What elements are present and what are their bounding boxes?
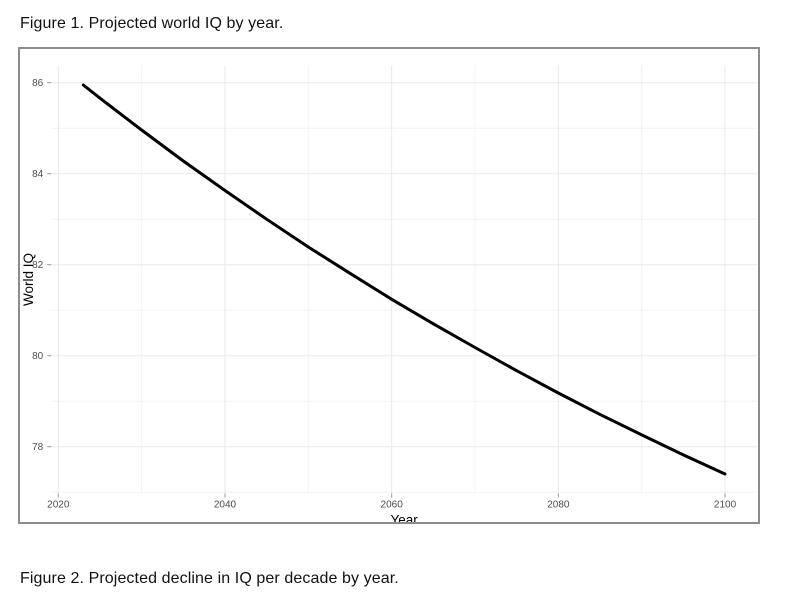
world-iq-line-chart: 78 80 82 84 86 2020 2040 2060 2080 2100 Year World … xyxy=(21,65,758,522)
y-axis-tick-label: 86 xyxy=(32,78,44,89)
iq-trend-line xyxy=(81,83,727,476)
x-axis-tick-label: 2100 xyxy=(714,500,737,511)
figure1-chart-frame: 78 80 82 84 86 2020 2040 2060 2080 2100 Year World … xyxy=(18,47,760,524)
y-axis-tick-label: 84 xyxy=(32,169,44,180)
figure1-caption: Figure 1. Projected world IQ by year. xyxy=(20,15,284,32)
figure2-caption: Figure 2. Projected decline in IQ per de… xyxy=(20,570,399,587)
x-axis-tick-label: 2080 xyxy=(547,500,570,511)
y-axis-tick-label: 78 xyxy=(32,442,44,453)
x-axis-title: Year xyxy=(391,513,419,522)
y-axis-title: World IQ xyxy=(21,253,36,306)
x-axis-tick-label: 2020 xyxy=(47,500,70,511)
x-axis-tick-label: 2060 xyxy=(381,500,404,511)
y-axis-tick-label: 80 xyxy=(32,351,44,362)
y-axis-tick-label: 82 xyxy=(32,260,44,271)
x-axis-tick-label: 2040 xyxy=(214,500,237,511)
